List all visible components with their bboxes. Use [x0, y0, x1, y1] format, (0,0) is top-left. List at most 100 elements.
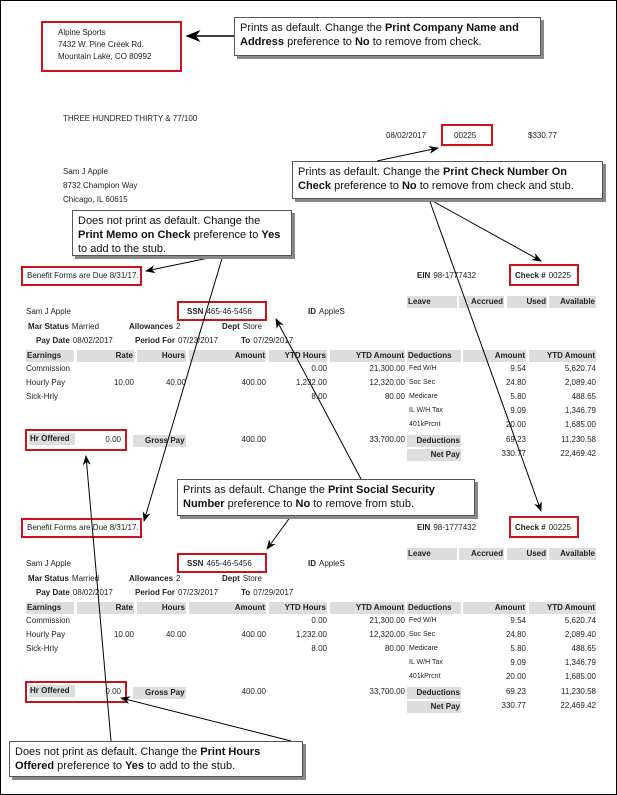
earnings-cell: Hourly Pay	[26, 378, 66, 387]
deduction-name: 401kPrcnt	[409, 421, 441, 428]
allowances-value: 2	[176, 574, 181, 583]
earnings-cell: 1,232.00	[295, 378, 327, 387]
ssn-highlight	[177, 553, 267, 573]
net-pay: 330.77	[501, 449, 526, 458]
check-amount: $330.77	[528, 131, 557, 140]
pay-date-value: 08/02/2017	[72, 588, 113, 597]
deduction-ytd: 5,620.74	[564, 616, 596, 625]
employee-name: Sam J Apple	[26, 307, 71, 316]
leave-header: Accrued	[459, 548, 504, 560]
column-header: YTD Amount	[529, 602, 596, 614]
ein-label: EIN	[417, 523, 431, 532]
deductions-total: 69.23	[505, 435, 526, 444]
ein-label: EIN	[417, 271, 431, 280]
column-header: Hours	[137, 602, 186, 614]
net-pay: 330.77	[501, 701, 526, 710]
net-pay-label: Net Pay	[407, 449, 461, 461]
deduction-ytd: 2,089.40	[564, 378, 596, 387]
stub-check-number-label: Check #	[515, 523, 546, 532]
leave-header: Leave	[407, 548, 457, 560]
ein-value: 98-1777432	[433, 523, 477, 532]
gross-pay-ytd: 33,700.00	[369, 687, 405, 696]
deduction-name: Fed W/H	[409, 617, 437, 624]
deduction-name: Fed W/H	[409, 365, 437, 372]
memo-highlight	[21, 518, 142, 538]
pay-date-label: Pay Date	[36, 588, 70, 597]
hr-offered-highlight	[25, 681, 127, 703]
net-pay-ytd: 22,469.42	[560, 701, 596, 710]
column-header: Amount	[189, 602, 266, 614]
leave-header: Available	[549, 296, 596, 308]
mar-status-value: Married	[71, 322, 100, 331]
hr-offered-label: Hr Offered	[29, 685, 75, 697]
gross-pay: 400.00	[241, 687, 266, 696]
column-header: Amount	[463, 350, 526, 362]
pay-date: Pay Date 08/02/2017	[36, 336, 113, 346]
earnings-cell: 1,232.00	[295, 630, 327, 639]
mar-status-label: Mar Status	[28, 322, 69, 331]
column-header: Rate	[77, 350, 134, 362]
company-street: 7432 W. Pine Creek Rd.	[58, 40, 144, 49]
stub-check-number: Check #00225	[515, 271, 571, 281]
ssn: SSN 465-46-5456	[187, 559, 252, 569]
earnings-cell: 400.00	[241, 630, 266, 639]
hr-offered-label: Hr Offered	[29, 433, 75, 445]
deduction-ytd: 1,346.79	[564, 406, 596, 415]
dept-value: Store	[242, 574, 262, 583]
company-highlight	[41, 21, 182, 72]
stub-check-number: Check #00225	[515, 523, 571, 533]
gross-pay-ytd: 33,700.00	[369, 435, 405, 444]
period-for-label: Period For	[135, 588, 176, 597]
earnings-cell: 12,320.00	[369, 630, 405, 639]
deduction-amount: 5.80	[510, 392, 526, 401]
period-for-label: Period For	[135, 336, 176, 345]
deductions-total-label: Deductions	[407, 435, 461, 447]
mar-status-label: Mar Status	[28, 574, 69, 583]
ssn-value: 465-46-5456	[206, 559, 252, 568]
employee-name: Sam J Apple	[26, 559, 71, 568]
hr-offered: 0.00	[105, 687, 121, 696]
earnings-cell: 0.00	[311, 364, 327, 373]
payee-street: 8732 Champion Way	[63, 181, 138, 190]
column-header: Amount	[189, 350, 266, 362]
allowances-label: Allowances	[129, 322, 174, 331]
deduction-name: IL W/H Tax	[409, 407, 443, 414]
earnings-cell: 80.00	[384, 392, 405, 401]
hr-offered: 0.00	[105, 435, 121, 444]
earnings-cell: 80.00	[384, 644, 405, 653]
period-to-label: To	[241, 336, 251, 345]
dept-value: Store	[242, 322, 262, 331]
deduction-name: Soc Sec	[409, 379, 436, 386]
earnings-cell: 8.00	[311, 392, 327, 401]
leave-header: Used	[507, 548, 547, 560]
ein: EIN 98-1777432	[417, 271, 476, 281]
ssn-highlight	[177, 301, 267, 321]
deduction-amount: 24.80	[505, 630, 526, 639]
stub-check-number-value: 00225	[548, 271, 571, 280]
payee-name: Sam J Apple	[63, 167, 108, 176]
deduction-ytd: 2,089.40	[564, 630, 596, 639]
column-header: YTD Amount	[529, 350, 596, 362]
earnings-cell: 21,300.00	[369, 616, 405, 625]
deduction-amount: 9.09	[510, 658, 526, 667]
callout-check-number: Prints as default. Change the Print Chec…	[292, 161, 603, 199]
employee-id-label: ID	[308, 559, 316, 568]
earnings-cell: 10.00	[113, 378, 134, 387]
stub-check-number-value: 00225	[548, 523, 571, 532]
deduction-amount: 9.54	[510, 616, 526, 625]
employee-id-value: AppleS	[319, 559, 345, 568]
employee-id-value: AppleS	[319, 307, 345, 316]
deduction-amount: 5.80	[510, 644, 526, 653]
memo-highlight	[21, 266, 142, 286]
deductions-total-ytd: 11,230.58	[561, 687, 596, 696]
column-header: Deductions	[407, 350, 461, 362]
deduction-name: Medicare	[409, 645, 438, 652]
deduction-amount: 20.00	[505, 672, 526, 681]
period-to-value: 07/29/2017	[253, 588, 294, 597]
period-to: To 07/29/2017	[241, 336, 293, 346]
callout-hours-offered: Does not print as default. Change the Pr…	[9, 741, 303, 777]
deduction-ytd: 488.65	[571, 392, 596, 401]
callout-company: Prints as default. Change the Print Comp…	[234, 17, 541, 56]
leave-header: Available	[549, 548, 596, 560]
